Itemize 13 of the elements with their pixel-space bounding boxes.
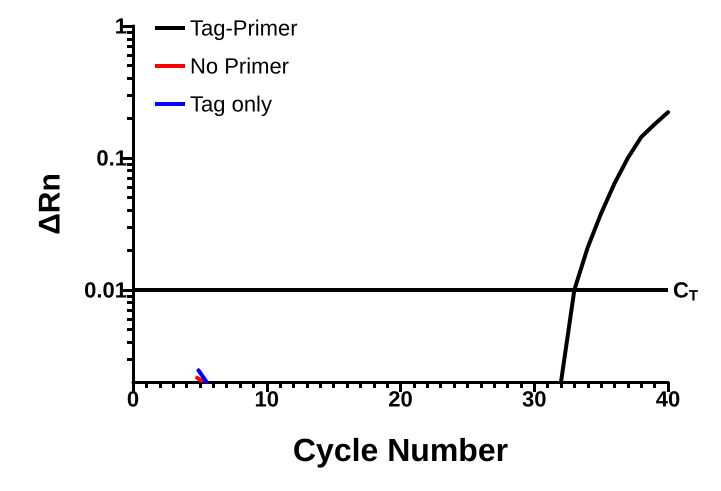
x-tick-label: 40: [656, 386, 680, 412]
y-tick-label: 0.1: [96, 145, 127, 170]
x-axis-title: Cycle Number: [292, 432, 508, 468]
legend-label: Tag only: [190, 92, 272, 116]
x-tick-label: 20: [388, 386, 413, 412]
y-tick-label: 1: [114, 14, 127, 38]
x-tick-label: 30: [522, 386, 546, 412]
y-axis-title: ΔRn: [34, 173, 66, 235]
legend-label: Tag-Primer: [190, 16, 298, 40]
x-tick-label: 0: [126, 386, 140, 412]
y-tick-label: 0.01: [84, 277, 127, 302]
x-tick-label: 10: [254, 386, 279, 412]
legend-label: No Primer: [190, 54, 290, 78]
